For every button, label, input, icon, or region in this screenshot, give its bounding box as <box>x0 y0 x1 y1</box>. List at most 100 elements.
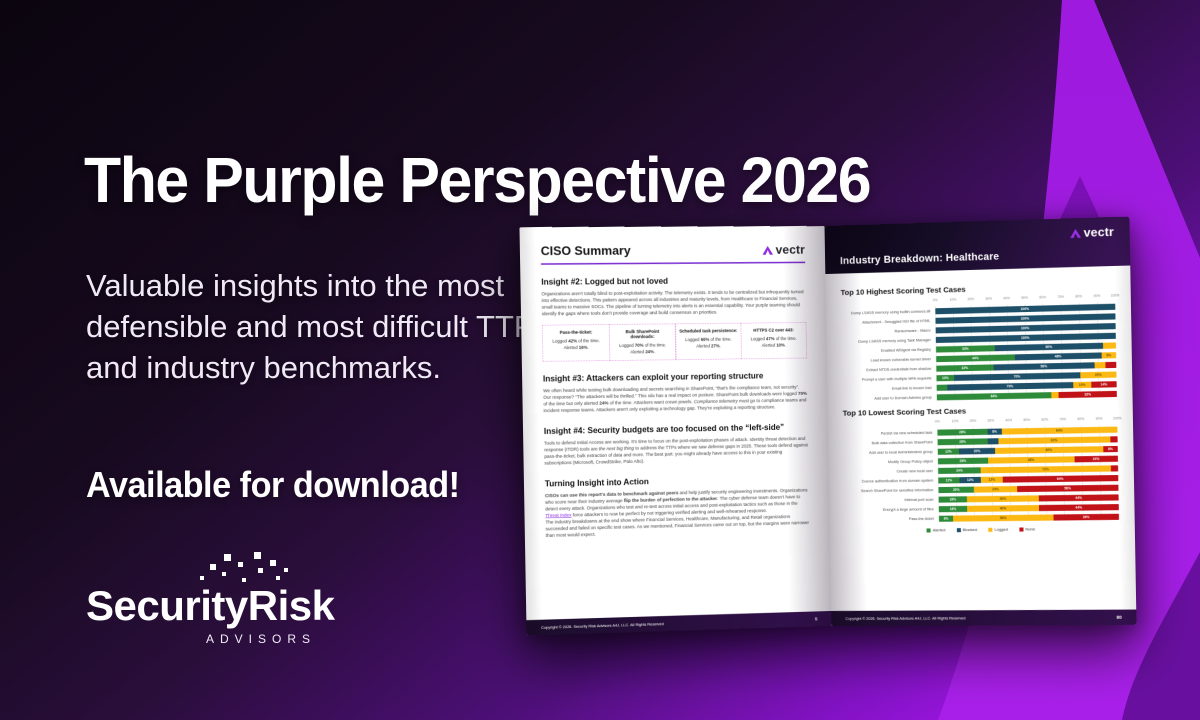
bar-segment-alerted: 20% <box>938 486 975 494</box>
stacked-bar: 28% 8% 64% <box>937 426 1118 436</box>
axis-tick: 40% <box>1005 418 1013 423</box>
bar-value-label: 56% <box>1064 486 1071 491</box>
bar-segment-blocked: 100% <box>935 332 1116 343</box>
chart-top10-lowest: Top 10 Lowest Scoring Test Cases 0% 10% 20… <box>842 404 1122 533</box>
axis-tick: 0% <box>934 420 940 424</box>
stacked-bar: 16% 40% 44% <box>938 494 1119 503</box>
bar-label: Attachment - Smuggled ISO file of HTML <box>862 318 931 325</box>
insight-2-section: Insight #2: Logged but not loved Organiz… <box>541 276 807 362</box>
stacked-bar: 100% <box>935 323 1116 334</box>
vectr-logo-text: vectr <box>775 243 806 257</box>
bar-value-label: 8% <box>992 429 997 434</box>
bar-value-label: 100% <box>1020 316 1030 321</box>
bar-segment-none: 44% <box>1038 504 1119 512</box>
threat-index-link[interactable]: Threat Index <box>545 512 572 519</box>
bar-value-label: 32% <box>961 366 969 370</box>
vectr-logo-text: vectr <box>1083 225 1115 240</box>
bar-value-label: 60% <box>1045 345 1053 349</box>
bar-row: Create new local user 24% 72% <box>844 465 1119 475</box>
bar-segment-alerted: 10% <box>936 374 955 382</box>
bar-value-label: 48% <box>1027 458 1035 462</box>
bar-segment-alerted: 12% <box>937 448 960 455</box>
axis-tick: 50% <box>1021 296 1028 300</box>
bar-segment-blocked: 56% <box>993 362 1095 371</box>
bar-label: Modify Group Policy object <box>887 458 933 465</box>
bar-segment-none: 64% <box>1002 474 1119 483</box>
chart-top10-highest: Top 10 Highest Scoring Test Cases 0% 10% 2… <box>841 281 1120 402</box>
action-section: Turning Insight into Action CISOs can us… <box>545 474 810 539</box>
bar-row: Add user to local Administrators group 12… <box>843 445 1118 456</box>
right-page-footer: Copyright © 2026. Security Risk Advisors… <box>831 609 1137 626</box>
axis-tick: 70% <box>1059 417 1067 422</box>
stat-box-title: HTTPS C2 over 443: <box>753 327 794 333</box>
bar-segment-logged <box>1103 342 1117 349</box>
bar-segment-logged: 40% <box>967 505 1040 512</box>
stacked-bar: 44% 48% 8% <box>936 352 1117 363</box>
bar-value-label: 72% <box>1042 467 1049 472</box>
bar-segment-blocked: 12% <box>959 476 982 484</box>
bar-value-label: 64% <box>1056 477 1064 481</box>
bar-value-label: 56% <box>1040 364 1048 369</box>
legend-item-none: None <box>1019 527 1035 532</box>
bar-row: Encrypt a large amount of files 16% 40% 44% <box>844 504 1119 513</box>
bar-segment-none <box>1110 436 1118 443</box>
bar-value-label: 16% <box>949 497 957 502</box>
bar-label: Dump LSASS memory using Task Manager <box>858 337 931 344</box>
stacked-bar: 12% 20% 60% 8% <box>937 445 1118 455</box>
bar-value-label: 8% <box>1108 447 1113 451</box>
axis-tick: 100% <box>1110 293 1120 298</box>
axis-tick: 80% <box>1077 417 1085 422</box>
brand-subtitle: ADVISORS <box>206 632 317 646</box>
vectr-triangle-icon <box>1070 228 1082 239</box>
bar-row: Coerce authentication from domain system… <box>844 474 1119 485</box>
stacked-bar: 32% 56% <box>936 361 1117 372</box>
bar-label: Add user to local Administrators group <box>868 449 933 455</box>
axis-tick: 70% <box>1057 295 1065 300</box>
axis-tick: 80% <box>1075 294 1083 299</box>
legend-swatch <box>956 527 961 532</box>
stacked-bar: 24% 72% <box>938 465 1119 474</box>
bar-value-label: 60% <box>1045 448 1053 452</box>
bar-label: Persist via new scheduled task <box>880 430 933 436</box>
stat-box-title: Scheduled task persistence: <box>679 328 738 334</box>
stat-box-text: Logged 47% of the time. Alerted 10%. <box>750 335 797 348</box>
bar-segment-alerted: 28% <box>937 428 988 436</box>
insight-3-body: We often heard while testing bulk downlo… <box>543 384 808 414</box>
stacked-bar: 70% 10% 14% <box>936 381 1117 391</box>
bar-segment-none <box>1105 361 1117 369</box>
bar-value-label: 12% <box>988 477 996 482</box>
bar-segment-none: 36% <box>1053 513 1120 521</box>
bar-segment-logged: 8% <box>1101 352 1117 359</box>
bar-value-label: 20% <box>952 488 960 492</box>
bar-segment-logged <box>1094 362 1106 369</box>
bar-label: Create new local user <box>896 468 934 474</box>
bar-segment-none <box>1110 465 1119 472</box>
stacked-bar: 10% 70% 20% <box>936 371 1117 382</box>
page-number: 5 <box>814 616 818 622</box>
bar-value-label: 12% <box>945 478 953 483</box>
bar-row: Add user to Domain Admins group 64% 32% <box>842 390 1117 402</box>
legend-swatch <box>926 528 931 533</box>
report-page-right: vectr Industry Breakdown: Healthcare Top… <box>824 216 1137 626</box>
bar-value-label: 70% <box>1006 384 1014 389</box>
copyright-text: Copyright © 2026. Security Risk Advisors… <box>845 615 966 621</box>
bar-value-label: 64% <box>1055 428 1063 433</box>
page-title: The Purple Perspective 2026 <box>84 143 872 216</box>
stacked-bar: 20% 24% 56% <box>938 484 1119 494</box>
legend-label: Alerted <box>932 527 946 533</box>
right-page-header: vectr Industry Breakdown: Healthcare <box>824 216 1131 275</box>
bar-segment-alerted: 32% <box>936 364 994 372</box>
axis-tick: 0% <box>932 298 938 303</box>
chart-title: Top 10 Lowest Scoring Test Cases <box>842 406 967 418</box>
chart-legend: Alerted Blocked Logged None <box>845 526 1119 533</box>
bar-label: Encrypt a large amount of files <box>882 506 934 512</box>
stat-box-row: Pass-the-ticket: Logged 42% of the time. … <box>542 322 807 362</box>
bar-value-label: 44% <box>972 356 979 361</box>
bar-label: Extract NTDS credentials from shadow <box>866 366 932 373</box>
bar-segment-alerted: 16% <box>938 505 968 513</box>
bar-value-label: 56% <box>999 516 1007 520</box>
bar-value-label: 12% <box>945 449 952 454</box>
bar-value-label: 44% <box>1075 496 1083 500</box>
stacked-bar: 33% 60% <box>935 342 1117 353</box>
bar-value-label: 24% <box>1092 457 1100 461</box>
